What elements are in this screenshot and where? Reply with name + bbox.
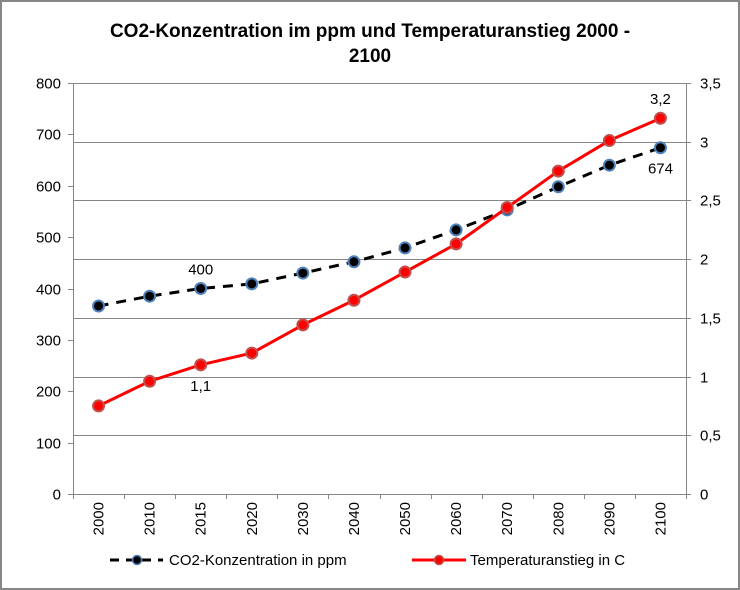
- data-point-co2: [551, 180, 565, 194]
- data-point-co2: [653, 141, 667, 155]
- y-right-tick-label: 0: [700, 487, 708, 504]
- data-point-co2: [194, 282, 208, 295]
- gridlines: [73, 83, 686, 436]
- legend-label-temperature: Temperaturanstieg in C: [470, 552, 625, 569]
- y-left-tick-label: 600: [36, 179, 61, 196]
- legend-item-temperature[interactable]: Temperaturanstieg in C: [412, 552, 625, 569]
- series-line-temperature: [97, 116, 662, 408]
- data-point-temperature: [398, 265, 412, 279]
- x-tick-label: 2015: [193, 502, 210, 535]
- y-left-tick-label: 400: [36, 282, 61, 299]
- y-left-tick-label: 0: [53, 487, 61, 504]
- y-left-tick-label: 700: [36, 127, 61, 144]
- data-point-co2: [245, 277, 259, 291]
- y-left-tick-label: 200: [36, 384, 61, 401]
- data-point-co2: [449, 223, 463, 237]
- data-point-co2: [398, 241, 412, 255]
- data-point-co2: [143, 289, 157, 303]
- x-tick-label: 2050: [397, 502, 414, 535]
- data-point-temperature: [194, 358, 208, 372]
- chart-title-line-2: 2100: [349, 46, 391, 67]
- data-label: 1,1: [190, 378, 211, 395]
- data-labels: 400 674 1,1 3,2: [188, 91, 673, 395]
- x-tick-label: 2100: [652, 502, 669, 535]
- legend-marker-temperature: [433, 554, 445, 566]
- legend: CO2-Konzentration in ppm Temperaturansti…: [110, 552, 625, 569]
- data-point-temperature: [92, 399, 106, 413]
- y-right-tick-label: 0,5: [700, 428, 721, 445]
- chart-title-line-1: CO2-Konzentration im ppm und Temperatura…: [110, 21, 630, 42]
- y-right-tick-label: 2: [700, 252, 708, 269]
- x-tick-label: 2060: [448, 502, 465, 535]
- data-point-temperature: [245, 346, 259, 360]
- series-line-co2: [98, 146, 661, 308]
- series-layer: [92, 111, 667, 413]
- data-point-co2: [296, 266, 310, 280]
- y-left-tick-label: 500: [36, 230, 61, 247]
- x-tick-label: 2000: [91, 502, 108, 535]
- data-point-temperature: [500, 200, 514, 214]
- axes: 0 100 200 300 400 500 600 700 800 0 0,5 1 1,5 2 2,5 3 3,…: [36, 76, 721, 536]
- y-right-tick-label: 2,5: [700, 193, 721, 210]
- x-tick-label: 2010: [142, 502, 159, 535]
- y-right-tick-label: 1,5: [700, 311, 721, 328]
- y-right-tick-label: 3: [700, 135, 708, 152]
- legend-label-co2: CO2-Konzentration in ppm: [169, 552, 347, 569]
- x-tick-label: 2020: [244, 502, 261, 535]
- data-point-temperature: [449, 237, 463, 251]
- data-point-temperature: [551, 164, 565, 178]
- data-label: 674: [648, 161, 673, 178]
- x-tick-label: 2080: [550, 502, 567, 535]
- data-label: 3,2: [650, 91, 671, 108]
- data-label: 400: [188, 262, 213, 279]
- legend-item-co2[interactable]: CO2-Konzentration in ppm: [110, 552, 347, 569]
- y-left-tick-label: 300: [36, 333, 61, 350]
- data-point-temperature: [296, 318, 310, 332]
- y-left-tick-label: 100: [36, 436, 61, 453]
- data-point-temperature: [653, 111, 667, 125]
- data-point-temperature: [143, 374, 157, 388]
- data-point-temperature: [347, 293, 361, 307]
- data-point-co2: [92, 299, 106, 313]
- x-tick-label: 2090: [601, 502, 618, 535]
- data-point-temperature: [602, 134, 616, 148]
- y-right-tick-label: 3,5: [700, 76, 721, 93]
- data-point-co2: [347, 255, 361, 269]
- x-tick-label: 2030: [295, 502, 312, 535]
- y-left-tick-label: 800: [36, 76, 61, 93]
- data-point-co2: [602, 158, 616, 172]
- x-tick-label: 2040: [346, 502, 363, 535]
- x-tick-label: 2070: [499, 502, 516, 535]
- legend-marker-co2: [131, 554, 143, 566]
- y-right-tick-label: 1: [700, 370, 708, 387]
